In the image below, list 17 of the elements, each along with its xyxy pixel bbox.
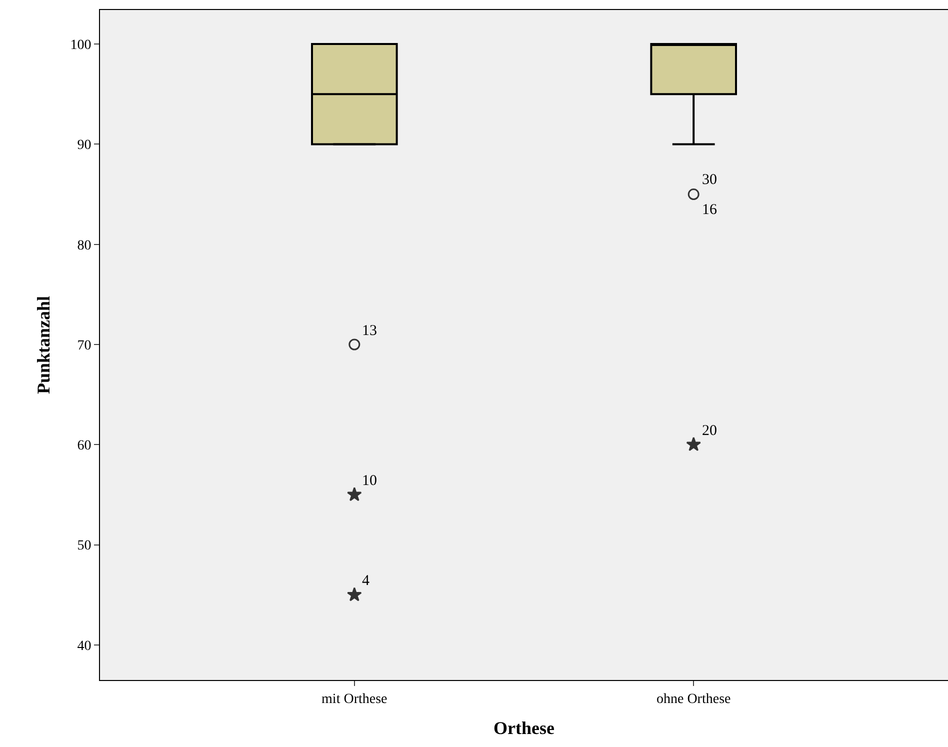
annotation: 20	[702, 423, 717, 439]
y-tick-label: 100	[70, 38, 92, 53]
annotation: 4	[362, 573, 370, 589]
y-tick-label: 70	[77, 338, 92, 354]
x-tick-label: ohne Orthese	[656, 692, 731, 707]
annotation: 13	[362, 323, 377, 339]
y-tick-label: 80	[77, 238, 92, 254]
y-axis-title: Punktanzahl	[33, 296, 54, 394]
x-axis-title: Orthese	[494, 718, 554, 738]
annotation: 10	[362, 473, 377, 489]
y-tick-label: 60	[77, 438, 92, 454]
y-tick-label: 40	[77, 638, 92, 654]
annotation: 16	[702, 202, 718, 218]
x-tick-label: mit Orthese	[322, 692, 388, 707]
y-tick-label: 50	[77, 538, 92, 554]
annotation: 30	[702, 172, 717, 188]
y-tick-label: 90	[77, 138, 92, 154]
